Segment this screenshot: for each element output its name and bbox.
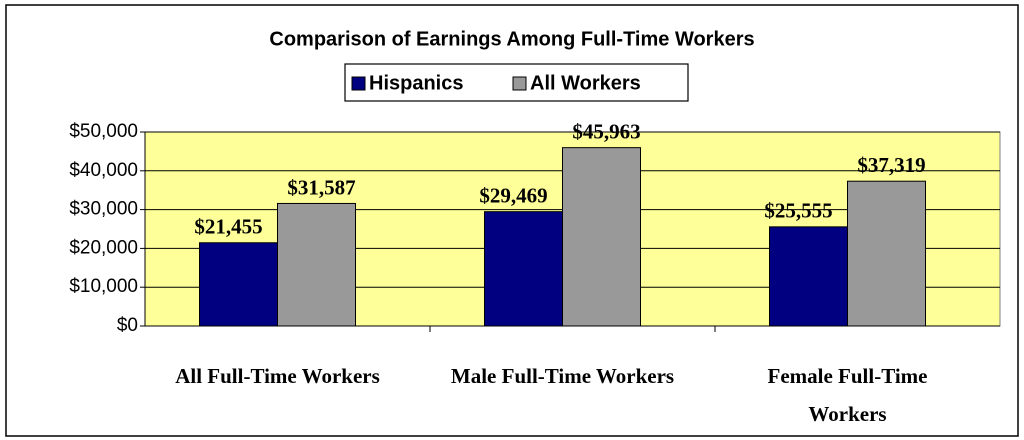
y-tick-label: $0	[117, 315, 138, 336]
bar	[199, 242, 278, 327]
data-label: $45,963	[572, 119, 640, 143]
bar	[484, 211, 563, 327]
x-tick-label: Male Full-Time Workers	[450, 364, 675, 388]
legend-swatch	[512, 76, 527, 91]
legend-label: Hispanics	[369, 72, 463, 94]
y-tick-label: $40,000	[69, 160, 138, 181]
legend-label: All Workers	[530, 72, 641, 94]
y-tick-label: $30,000	[69, 199, 138, 220]
x-tick-label: Female Full-Time Workers	[767, 364, 928, 426]
y-tick-label: $50,000	[69, 121, 138, 142]
bar	[277, 202, 356, 327]
bar	[769, 226, 848, 327]
x-tick-label: All Full-Time Workers	[175, 364, 380, 388]
data-label: $29,469	[479, 183, 547, 207]
y-tick-label: $10,000	[69, 276, 138, 297]
chart-title: Comparison of Earnings Among Full-Time W…	[269, 28, 754, 50]
legend-swatch	[351, 76, 366, 91]
y-tick-label: $20,000	[69, 237, 138, 258]
data-label: $37,319	[857, 153, 925, 177]
data-label: $25,555	[764, 199, 832, 223]
data-label: $21,455	[194, 215, 262, 239]
bar	[562, 147, 641, 327]
bar	[847, 180, 926, 327]
legend-box	[344, 63, 689, 102]
data-label: $31,587	[287, 175, 355, 199]
